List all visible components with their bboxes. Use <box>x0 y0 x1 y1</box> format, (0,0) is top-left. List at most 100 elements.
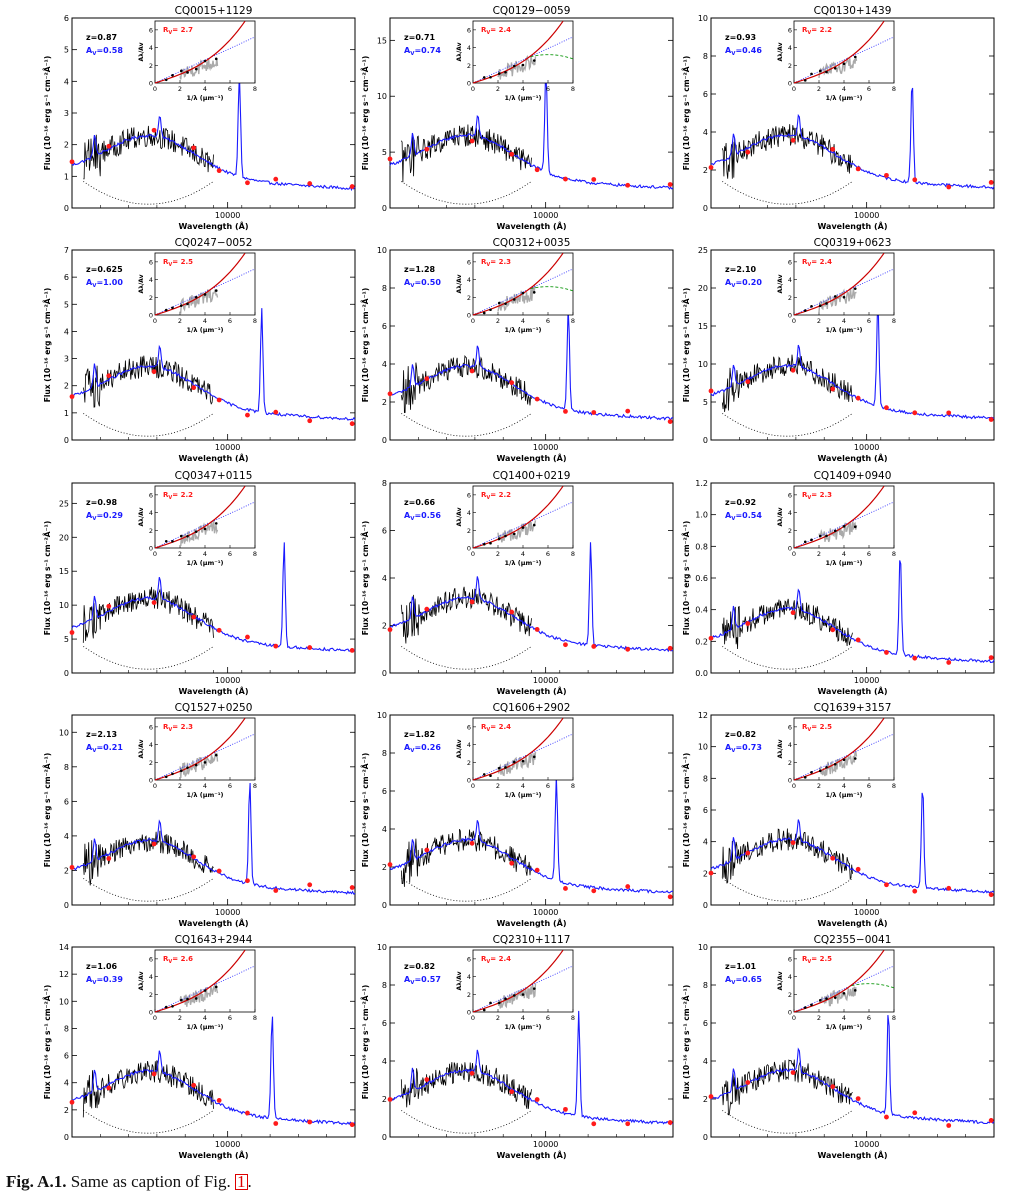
y-tick-label: 8 <box>703 52 708 61</box>
photometry-point <box>469 599 475 605</box>
inset-x-tick-label: 0 <box>153 782 157 790</box>
photometry-point <box>216 868 222 874</box>
inset-y-tick-label: 4 <box>149 741 153 749</box>
inset-x-tick-label: 6 <box>867 782 871 790</box>
inset-y-tick-label: 0 <box>467 1009 471 1017</box>
inset-y-tick-label: 0 <box>149 80 153 88</box>
photometry-point <box>745 149 751 155</box>
y-tick-label: 6 <box>64 797 69 806</box>
inset-grey-spectrum <box>497 284 537 312</box>
inset-y-label: Aλ/Av <box>777 739 784 758</box>
inset-y-tick-label: 4 <box>467 741 471 749</box>
inset-x-label: 1/λ (μm⁻¹) <box>186 1023 223 1031</box>
extinction-inset: 0 2 4 6 8 0 2 4 6 1/λ (μm⁻¹) Aλ/Av RV= 2.3 <box>777 485 896 567</box>
photometry-point <box>946 885 952 891</box>
extinction-inset: 0 2 4 6 8 0 2 4 6 1/λ (μm⁻¹) Aλ/Av RV= 2.3 <box>138 717 257 799</box>
model-spectrum <box>710 87 995 190</box>
inset-data-point <box>842 62 846 66</box>
inset-data-point <box>818 304 822 307</box>
redshift-label: z=0.93 <box>725 33 756 42</box>
inset-data-point <box>164 1005 168 1009</box>
y-tick-label: 8 <box>382 981 387 990</box>
inset-y-tick-label: 2 <box>467 527 471 535</box>
photometry-point <box>349 648 355 653</box>
inset-y-tick-label: 0 <box>788 312 792 320</box>
photometry-point <box>884 1114 889 1120</box>
rv-label: RV= 2.3 <box>802 491 832 501</box>
photometry-point <box>884 650 889 655</box>
inset-grey-spectrum <box>818 521 858 543</box>
inset-y-label: Aλ/Av <box>777 971 784 990</box>
inset-x-tick-label: 8 <box>253 317 257 325</box>
inset-frame <box>154 717 256 781</box>
inset-data-point <box>521 993 525 996</box>
inset-x-tick-label: 0 <box>153 85 157 93</box>
photometry-point <box>469 1070 475 1076</box>
y-axis-label: Flux (10⁻¹⁶ erg s⁻¹ cm⁻²Å⁻¹) <box>361 288 370 403</box>
inset-x-tick-label: 4 <box>521 550 525 558</box>
inset-y-label: Aλ/Av <box>777 42 784 61</box>
inset-data-point <box>833 762 837 766</box>
photometry-point <box>469 138 475 144</box>
y-tick-label: 0.6 <box>695 574 708 583</box>
y-tick-label: 1 <box>64 172 69 181</box>
photometry-point <box>273 888 279 893</box>
photometry-point <box>307 181 313 186</box>
inset-data-point <box>810 538 813 542</box>
inset-frame <box>793 20 895 84</box>
caption-figure-link[interactable]: 1 <box>235 1172 248 1191</box>
av-label: AV=0.54 <box>725 511 762 522</box>
redshift-label: z=0.92 <box>725 498 756 507</box>
inset-x-tick-label: 4 <box>521 317 525 325</box>
inset-data-point <box>833 529 837 533</box>
inset-data-point <box>489 774 492 778</box>
y-axis-label: Flux (10⁻¹⁶ erg s⁻¹ cm⁻²Å⁻¹) <box>43 985 52 1100</box>
panel-title: CQ1400+0219 <box>493 470 571 482</box>
inset-x-tick-label: 2 <box>496 1014 500 1022</box>
inset-y-tick-label: 6 <box>149 955 153 963</box>
inset-y-tick-label: 6 <box>149 258 153 266</box>
inset-blue-dotted-curve <box>154 965 256 1013</box>
y-tick-label: 2 <box>64 141 69 150</box>
extinction-inset: 0 2 4 6 8 0 2 4 6 1/λ (μm⁻¹) Aλ/Av RV= 2.4 <box>777 252 896 334</box>
extinction-inset: 0 2 4 6 8 0 2 4 6 1/λ (μm⁻¹) Aλ/Av RV= 2.5 <box>777 949 896 1031</box>
x-tick-label: 10000 <box>854 676 879 685</box>
inset-x-tick-label: 6 <box>546 85 550 93</box>
photometry-point <box>216 627 222 633</box>
inset-y-tick-label: 0 <box>149 312 153 320</box>
x-tick-label: 10000 <box>533 676 558 685</box>
photometry-point <box>988 892 994 898</box>
inset-red-fit-curve <box>793 949 885 1013</box>
y-tick-label: 4 <box>64 77 69 86</box>
dotted-curve <box>401 646 532 670</box>
panel-title: CQ0247−0052 <box>175 237 253 249</box>
y-tick-label: 0 <box>64 901 69 910</box>
inset-y-tick-label: 6 <box>149 491 153 499</box>
y-tick-label: 8 <box>382 749 387 758</box>
inset-y-tick-label: 2 <box>788 294 792 302</box>
x-axis-label: Wavelength (Å) <box>497 453 567 463</box>
inset-data-point <box>803 79 807 82</box>
inset-data-point <box>825 997 828 1000</box>
photometry-point <box>69 159 75 165</box>
photometry-point <box>988 417 994 422</box>
photometry-point <box>591 177 597 182</box>
photometry-point <box>151 369 157 375</box>
x-axis-label: Wavelength (Å) <box>818 1150 888 1160</box>
inset-y-label: Aλ/Av <box>456 739 463 758</box>
inset-y-tick-label: 6 <box>788 258 792 266</box>
observed-spectrum <box>400 355 532 414</box>
photometry-point <box>912 410 918 416</box>
y-tick-label: 0 <box>382 1133 387 1142</box>
inset-y-tick-label: 6 <box>788 491 792 499</box>
inset-x-tick-label: 8 <box>253 1014 257 1022</box>
y-tick-label: 0 <box>703 436 708 445</box>
av-label: AV=0.21 <box>86 743 123 754</box>
observed-spectrum <box>82 1060 214 1118</box>
x-axis-label: Wavelength (Å) <box>179 221 249 231</box>
y-tick-label: 8 <box>382 284 387 293</box>
